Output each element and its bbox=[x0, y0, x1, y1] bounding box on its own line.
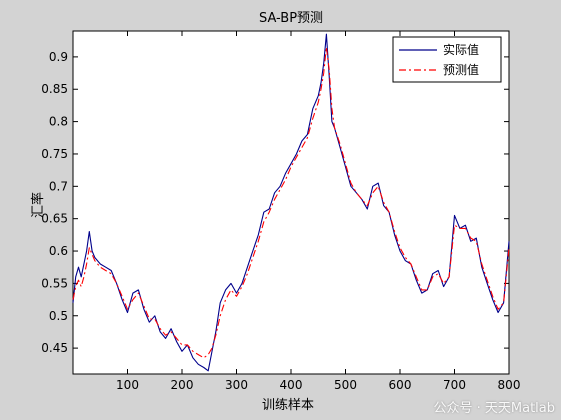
y-tick-label: 0.9 bbox=[49, 50, 68, 64]
x-tick-label: 300 bbox=[225, 378, 248, 392]
x-tick-label: 700 bbox=[443, 378, 466, 392]
y-axis-label: 汇率 bbox=[30, 192, 46, 218]
series-line-actual bbox=[72, 33, 510, 372]
x-tick-label: 600 bbox=[389, 378, 412, 392]
y-tick-label: 0.6 bbox=[49, 244, 68, 258]
watermark: 公众号 · 天天Matlab bbox=[433, 401, 555, 416]
x-tick-label: 500 bbox=[334, 378, 357, 392]
y-tick-label: 0.75 bbox=[41, 147, 68, 161]
series-line-predicted bbox=[72, 46, 510, 359]
y-tick-label: 0.85 bbox=[41, 82, 68, 96]
x-tick-label: 800 bbox=[498, 378, 521, 392]
plot-area bbox=[72, 33, 510, 372]
x-tick-label: 200 bbox=[171, 378, 194, 392]
y-tick-label: 0.45 bbox=[41, 341, 68, 355]
y-tick-label: 0.7 bbox=[49, 179, 68, 193]
x-axis-ticks: 100 200 300 400 500 600 700 800 bbox=[116, 31, 520, 392]
legend-box bbox=[392, 36, 502, 83]
legend-label-actual: 实际值 bbox=[443, 42, 479, 57]
y-axis-ticks: 0.45 0.5 0.55 0.6 0.65 0.7 0.75 0.8 0.85 0.9 bbox=[41, 50, 509, 355]
x-axis-label: 训练样本 bbox=[262, 398, 314, 413]
chart-title: SA-BP预测 bbox=[259, 11, 323, 26]
legend-label-predicted: 预测值 bbox=[443, 62, 479, 77]
x-tick-label: 100 bbox=[116, 378, 139, 392]
y-tick-label: 0.5 bbox=[49, 309, 68, 323]
y-tick-label: 0.65 bbox=[41, 212, 68, 226]
x-tick-label: 400 bbox=[280, 378, 303, 392]
y-tick-label: 0.8 bbox=[49, 115, 68, 129]
y-tick-label: 0.55 bbox=[41, 276, 68, 290]
axes-area bbox=[72, 30, 510, 375]
legend: 实际值 预测值 bbox=[392, 36, 502, 83]
